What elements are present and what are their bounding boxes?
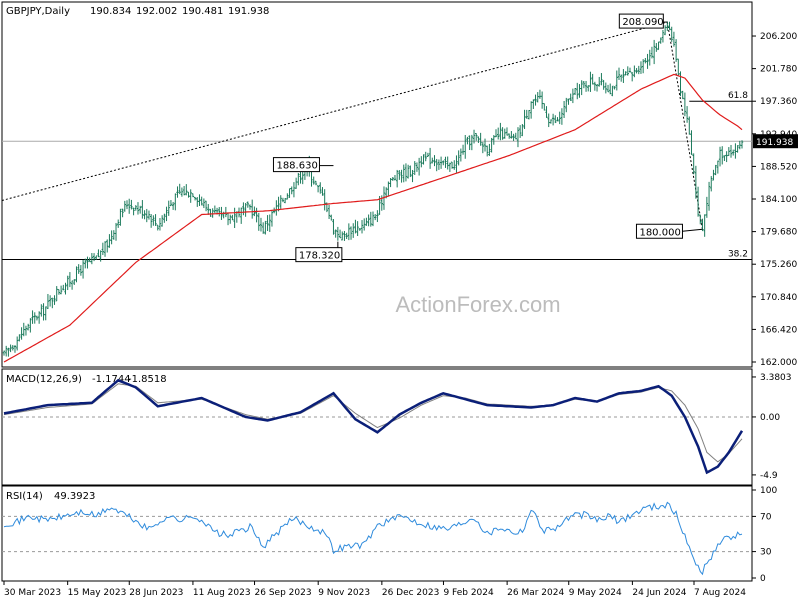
x-tick-label: 9 Feb 2024 <box>443 588 494 598</box>
price-annotation-pointer <box>682 228 703 232</box>
main-y-tick-label: 166.420 <box>760 325 797 335</box>
main-y-tick-label: 170.840 <box>760 293 797 303</box>
high-value: 192.002 <box>136 6 177 17</box>
price-annotation-label: 208.090 <box>622 17 663 28</box>
main-header: GBPJPY,Daily 190.834 192.002 190.481 191… <box>6 6 269 17</box>
moving-average-line <box>3 73 743 363</box>
rsi-y-tick-label: 100 <box>760 486 777 496</box>
macd-header: MACD(12,26,9) -1.1744 -1.8518 <box>6 374 167 385</box>
rsi-y-tick-label: 70 <box>760 512 772 522</box>
price-annotation-label: 178.320 <box>299 251 340 262</box>
current-price-tag <box>753 134 798 149</box>
x-tick-label: 7 Aug 2024 <box>694 588 746 598</box>
trendline-dashed <box>1 21 668 201</box>
rsi-y-tick-label: 30 <box>760 548 772 558</box>
main-y-tick-label: 197.360 <box>760 97 797 107</box>
macd-y-tick-label: -4.9 <box>760 471 778 481</box>
x-axis: 30 Mar 2023 15 May 2023 28 Jun 2023 11 Aug … <box>3 581 746 598</box>
x-tick-label: 11 Aug 2023 <box>193 588 251 598</box>
main-y-tick-label: 192.940 <box>760 130 797 140</box>
trendline-dashed <box>666 22 703 230</box>
rsi-y-axis: 100 70 30 0 <box>752 486 777 584</box>
x-tick-label: 9 Nov 2023 <box>318 588 370 598</box>
x-tick-label: 9 May 2024 <box>569 588 622 598</box>
fib-level-label: 61.8 <box>728 91 748 101</box>
rsi-header: RSI(14) 49.3923 <box>6 491 95 502</box>
main-trendline <box>1 21 703 230</box>
macd-y-tick-label: 0.00 <box>760 413 780 423</box>
macd-value: -1.1744 <box>92 374 131 385</box>
main-y-tick-label: 188.520 <box>760 162 797 172</box>
watermark: ActionForex.com <box>395 292 560 317</box>
main-y-axis: 206.200 201.780 197.360 192.940 188.520 184.1… <box>752 32 797 368</box>
macd-y-tick-label: 3.3803 <box>760 373 792 383</box>
rsi-series <box>3 501 743 576</box>
rsi-title: RSI(14) <box>6 491 43 502</box>
x-tick-label: 26 Dec 2023 <box>382 588 440 598</box>
price-annotation-box <box>618 13 664 29</box>
low-value: 190.481 <box>182 6 223 17</box>
main-annotations: 208.090 188.630 178.320 180.000 <box>272 13 703 263</box>
symbol-label: GBPJPY,Daily <box>6 6 70 17</box>
price-annotation-label: 188.630 <box>276 161 317 172</box>
main-y-tick-label: 175.260 <box>760 260 797 270</box>
price-annotation-label: 180.000 <box>639 227 680 238</box>
main-levels: 61.8 38.2 191.938 <box>2 91 798 260</box>
pane-frames <box>1 1 753 582</box>
x-tick-label: 26 Mar 2024 <box>507 588 564 598</box>
price-annotation-box <box>295 247 343 263</box>
rsi-line <box>3 501 743 576</box>
candlestick-series <box>2 21 744 357</box>
macd-series <box>2 378 752 475</box>
macd-line <box>3 378 744 475</box>
moving-average-series <box>3 73 743 363</box>
current-price-tag-label: 191.938 <box>756 138 793 148</box>
x-tick-label: 28 Jun 2023 <box>129 588 183 598</box>
main-y-tick-label: 179.680 <box>760 228 797 238</box>
macd-signal-value: -1.8518 <box>128 374 167 385</box>
x-tick-label: 15 May 2023 <box>68 588 127 598</box>
macd-y-axis: 3.3803 0.00 -4.9 <box>752 373 792 481</box>
x-tick-label: 24 Jun 2024 <box>632 588 686 598</box>
main-y-tick-label: 184.100 <box>760 195 797 205</box>
open-value: 190.834 <box>90 6 131 17</box>
close-value: 191.938 <box>228 6 269 17</box>
main-y-tick-label: 206.200 <box>760 32 797 42</box>
fib-level-label: 38.2 <box>728 249 748 259</box>
rsi-y-tick-label: 0 <box>760 574 766 584</box>
rsi-value: 49.3923 <box>54 491 95 502</box>
x-tick-label: 26 Sep 2023 <box>255 588 312 598</box>
macd-title: MACD(12,26,9) <box>6 374 82 385</box>
price-annotation-box <box>272 157 320 173</box>
main-y-tick-label: 162.000 <box>760 358 797 368</box>
x-tick-label: 30 Mar 2023 <box>4 588 61 598</box>
main-y-tick-label: 201.780 <box>760 65 797 75</box>
